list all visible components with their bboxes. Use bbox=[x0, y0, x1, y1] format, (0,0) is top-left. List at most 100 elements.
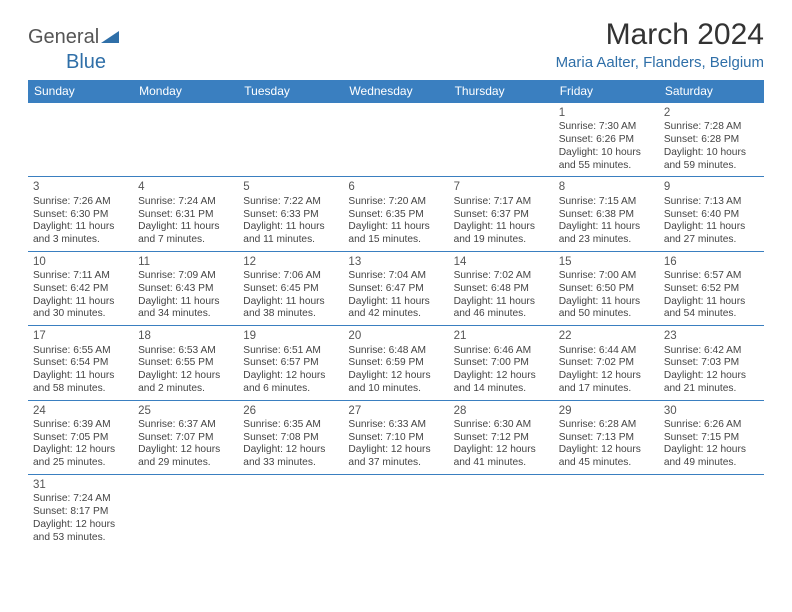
weekday-header: Monday bbox=[133, 80, 238, 103]
daylight-text: Daylight: 11 hours and 11 minutes. bbox=[243, 221, 338, 247]
sunset-text: Sunset: 6:52 PM bbox=[664, 283, 759, 296]
sunrise-text: Sunrise: 6:48 AM bbox=[348, 345, 443, 358]
calendar-day-cell bbox=[659, 474, 764, 548]
day-number: 27 bbox=[348, 404, 443, 418]
sunset-text: Sunset: 6:38 PM bbox=[559, 209, 654, 222]
calendar-week-row: 17Sunrise: 6:55 AMSunset: 6:54 PMDayligh… bbox=[28, 326, 764, 400]
calendar-day-cell: 14Sunrise: 7:02 AMSunset: 6:48 PMDayligh… bbox=[449, 251, 554, 325]
sunrise-text: Sunrise: 6:33 AM bbox=[348, 419, 443, 432]
sunrise-text: Sunrise: 6:51 AM bbox=[243, 345, 338, 358]
sunset-text: Sunset: 7:07 PM bbox=[138, 432, 233, 445]
sunrise-text: Sunrise: 7:15 AM bbox=[559, 196, 654, 209]
sunset-text: Sunset: 7:08 PM bbox=[243, 432, 338, 445]
calendar-day-cell: 18Sunrise: 6:53 AMSunset: 6:55 PMDayligh… bbox=[133, 326, 238, 400]
day-number: 6 bbox=[348, 180, 443, 194]
calendar-day-cell: 8 Sunrise: 7:15 AMSunset: 6:38 PMDaylight… bbox=[554, 177, 659, 251]
sunrise-text: Sunrise: 6:30 AM bbox=[454, 419, 549, 432]
day-number: 24 bbox=[33, 404, 128, 418]
day-number: 8 bbox=[559, 180, 654, 194]
daylight-text: Daylight: 12 hours and 2 minutes. bbox=[138, 370, 233, 396]
sunset-text: Sunset: 7:13 PM bbox=[559, 432, 654, 445]
sunrise-text: Sunrise: 7:02 AM bbox=[454, 270, 549, 283]
sunset-text: Sunset: 6:55 PM bbox=[138, 357, 233, 370]
weekday-header: Sunday bbox=[28, 80, 133, 103]
sunset-text: Sunset: 8:17 PM bbox=[33, 506, 128, 519]
sunrise-text: Sunrise: 6:26 AM bbox=[664, 419, 759, 432]
day-number: 23 bbox=[664, 329, 759, 343]
calendar-day-cell: 21Sunrise: 6:46 AMSunset: 7:00 PMDayligh… bbox=[449, 326, 554, 400]
daylight-text: Daylight: 11 hours and 23 minutes. bbox=[559, 221, 654, 247]
sunrise-text: Sunrise: 7:11 AM bbox=[33, 270, 128, 283]
sunset-text: Sunset: 6:28 PM bbox=[664, 134, 759, 147]
daylight-text: Daylight: 12 hours and 14 minutes. bbox=[454, 370, 549, 396]
day-number: 12 bbox=[243, 255, 338, 269]
title-block: March 2024 Maria Aalter, Flanders, Belgi… bbox=[556, 18, 764, 71]
day-number: 19 bbox=[243, 329, 338, 343]
day-number: 31 bbox=[33, 478, 128, 492]
calendar-day-cell: 7Sunrise: 7:17 AMSunset: 6:37 PMDaylight… bbox=[449, 177, 554, 251]
daylight-text: Daylight: 11 hours and 46 minutes. bbox=[454, 296, 549, 322]
day-number: 9 bbox=[664, 180, 759, 194]
sunrise-text: Sunrise: 7:09 AM bbox=[138, 270, 233, 283]
calendar-day-cell bbox=[449, 103, 554, 177]
sunrise-text: Sunrise: 7:06 AM bbox=[243, 270, 338, 283]
day-number: 3 bbox=[33, 180, 128, 194]
daylight-text: Daylight: 12 hours and 25 minutes. bbox=[33, 444, 128, 470]
day-number: 2 bbox=[664, 106, 759, 120]
daylight-text: Daylight: 11 hours and 7 minutes. bbox=[138, 221, 233, 247]
day-number: 26 bbox=[243, 404, 338, 418]
calendar-day-cell bbox=[28, 103, 133, 177]
day-number: 30 bbox=[664, 404, 759, 418]
day-number: 21 bbox=[454, 329, 549, 343]
sunset-text: Sunset: 6:42 PM bbox=[33, 283, 128, 296]
sunset-text: Sunset: 6:50 PM bbox=[559, 283, 654, 296]
calendar-day-cell: 17Sunrise: 6:55 AMSunset: 6:54 PMDayligh… bbox=[28, 326, 133, 400]
calendar-day-cell: 23Sunrise: 6:42 AMSunset: 7:03 PMDayligh… bbox=[659, 326, 764, 400]
daylight-text: Daylight: 12 hours and 29 minutes. bbox=[138, 444, 233, 470]
sunset-text: Sunset: 6:26 PM bbox=[559, 134, 654, 147]
day-number: 17 bbox=[33, 329, 128, 343]
calendar-day-cell: 4Sunrise: 7:24 AMSunset: 6:31 PMDaylight… bbox=[133, 177, 238, 251]
day-number: 7 bbox=[454, 180, 549, 194]
sunset-text: Sunset: 6:59 PM bbox=[348, 357, 443, 370]
calendar-table: SundayMondayTuesdayWednesdayThursdayFrid… bbox=[28, 80, 764, 548]
calendar-day-cell: 13Sunrise: 7:04 AMSunset: 6:47 PMDayligh… bbox=[343, 251, 448, 325]
calendar-day-cell: 9Sunrise: 7:13 AMSunset: 6:40 PMDaylight… bbox=[659, 177, 764, 251]
calendar-day-cell: 29Sunrise: 6:28 AMSunset: 7:13 PMDayligh… bbox=[554, 400, 659, 474]
calendar-week-row: 3Sunrise: 7:26 AMSunset: 6:30 PMDaylight… bbox=[28, 177, 764, 251]
sunrise-text: Sunrise: 7:22 AM bbox=[243, 196, 338, 209]
daylight-text: Daylight: 11 hours and 54 minutes. bbox=[664, 296, 759, 322]
calendar-day-cell: 11Sunrise: 7:09 AMSunset: 6:43 PMDayligh… bbox=[133, 251, 238, 325]
day-number: 16 bbox=[664, 255, 759, 269]
daylight-text: Daylight: 11 hours and 3 minutes. bbox=[33, 221, 128, 247]
sunrise-text: Sunrise: 6:35 AM bbox=[243, 419, 338, 432]
sunrise-text: Sunrise: 6:42 AM bbox=[664, 345, 759, 358]
daylight-text: Daylight: 12 hours and 6 minutes. bbox=[243, 370, 338, 396]
day-number: 20 bbox=[348, 329, 443, 343]
sunrise-text: Sunrise: 7:24 AM bbox=[33, 493, 128, 506]
sunset-text: Sunset: 6:54 PM bbox=[33, 357, 128, 370]
daylight-text: Daylight: 11 hours and 30 minutes. bbox=[33, 296, 128, 322]
weekday-header: Saturday bbox=[659, 80, 764, 103]
calendar-week-row: 24Sunrise: 6:39 AMSunset: 7:05 PMDayligh… bbox=[28, 400, 764, 474]
day-number: 13 bbox=[348, 255, 443, 269]
calendar-body: 1Sunrise: 7:30 AMSunset: 6:26 PMDaylight… bbox=[28, 103, 764, 549]
weekday-header: Wednesday bbox=[343, 80, 448, 103]
calendar-day-cell: 10Sunrise: 7:11 AMSunset: 6:42 PMDayligh… bbox=[28, 251, 133, 325]
sunset-text: Sunset: 6:45 PM bbox=[243, 283, 338, 296]
calendar-day-cell: 25Sunrise: 6:37 AMSunset: 7:07 PMDayligh… bbox=[133, 400, 238, 474]
logo: GeneralBlue bbox=[28, 26, 119, 74]
daylight-text: Daylight: 12 hours and 21 minutes. bbox=[664, 370, 759, 396]
daylight-text: Daylight: 12 hours and 17 minutes. bbox=[559, 370, 654, 396]
calendar-day-cell bbox=[343, 103, 448, 177]
sunset-text: Sunset: 6:40 PM bbox=[664, 209, 759, 222]
daylight-text: Daylight: 12 hours and 33 minutes. bbox=[243, 444, 338, 470]
weekday-header: Thursday bbox=[449, 80, 554, 103]
sunset-text: Sunset: 7:15 PM bbox=[664, 432, 759, 445]
calendar-day-cell: 22Sunrise: 6:44 AMSunset: 7:02 PMDayligh… bbox=[554, 326, 659, 400]
daylight-text: Daylight: 12 hours and 10 minutes. bbox=[348, 370, 443, 396]
day-number: 14 bbox=[454, 255, 549, 269]
sunset-text: Sunset: 6:30 PM bbox=[33, 209, 128, 222]
sunrise-text: Sunrise: 7:26 AM bbox=[33, 196, 128, 209]
calendar-day-cell: 16Sunrise: 6:57 AMSunset: 6:52 PMDayligh… bbox=[659, 251, 764, 325]
